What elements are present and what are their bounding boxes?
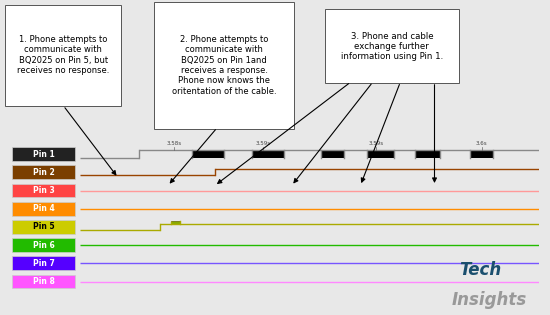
FancyBboxPatch shape xyxy=(12,275,75,289)
Text: 3.59s: 3.59s xyxy=(256,141,271,146)
FancyBboxPatch shape xyxy=(12,238,75,252)
FancyBboxPatch shape xyxy=(6,5,121,106)
FancyBboxPatch shape xyxy=(12,256,75,270)
Text: 3.58s: 3.58s xyxy=(166,141,182,146)
Text: Pin 7: Pin 7 xyxy=(32,259,54,268)
Text: 1. Phone attempts to
communicate with
BQ2025 on Pin 5, but
receives no response.: 1. Phone attempts to communicate with BQ… xyxy=(17,35,109,75)
Text: Pin 1: Pin 1 xyxy=(32,150,54,159)
Bar xyxy=(415,150,440,158)
Bar xyxy=(170,221,180,224)
Text: Insights: Insights xyxy=(452,291,527,309)
Bar xyxy=(367,150,394,158)
FancyBboxPatch shape xyxy=(12,220,75,234)
Bar xyxy=(470,150,493,158)
Text: 3. Phone and cable
exchange further
information using Pin 1.: 3. Phone and cable exchange further info… xyxy=(341,32,443,61)
Bar xyxy=(321,150,344,158)
FancyBboxPatch shape xyxy=(12,147,75,161)
Text: Pin 8: Pin 8 xyxy=(32,277,54,286)
FancyBboxPatch shape xyxy=(12,165,75,179)
FancyBboxPatch shape xyxy=(12,202,75,216)
Bar xyxy=(192,150,224,158)
Text: 3.59s: 3.59s xyxy=(368,141,383,146)
Text: 2. Phone attempts to
communicate with
BQ2025 on Pin 1and
receives a response.
Ph: 2. Phone attempts to communicate with BQ… xyxy=(172,35,277,96)
Text: Pin 6: Pin 6 xyxy=(32,241,54,250)
FancyBboxPatch shape xyxy=(12,184,75,198)
Text: Pin 2: Pin 2 xyxy=(32,168,54,177)
Text: Tech: Tech xyxy=(459,261,502,279)
Text: Pin 3: Pin 3 xyxy=(32,186,54,195)
FancyBboxPatch shape xyxy=(324,9,459,83)
Bar xyxy=(252,150,284,158)
Text: Pin 5: Pin 5 xyxy=(32,222,54,232)
Text: Pin 4: Pin 4 xyxy=(32,204,54,213)
Text: 3.6s: 3.6s xyxy=(476,141,487,146)
FancyBboxPatch shape xyxy=(154,2,294,129)
